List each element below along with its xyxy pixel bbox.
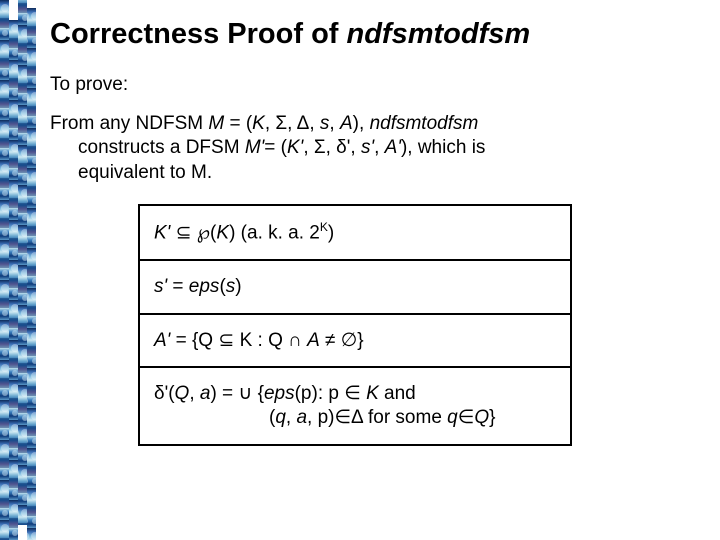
slide-title: Correctness Proof of ndfsmtodfsm [50, 18, 700, 51]
sym-s: s [226, 276, 236, 297]
sym-Mp: M' [245, 137, 264, 158]
txt: From any NDFSM [50, 113, 208, 134]
sym-A: A [340, 113, 353, 134]
sym-Q: Q [175, 383, 190, 404]
txt: = [167, 276, 189, 297]
sym-Kp: K' [287, 137, 303, 158]
sym-Kp: K' [154, 222, 170, 243]
txt: ≠ ∅} [320, 330, 364, 351]
txt: and [379, 383, 416, 404]
sym-q: q [447, 407, 458, 428]
sym-a: a [296, 407, 307, 428]
txt: , [286, 407, 297, 428]
def-A-prime: A' = {Q ⊆ K : Q ∩ A ≠ ∅} [140, 313, 570, 367]
txt: = {Q ⊆ K : Q ∩ [170, 330, 307, 351]
def-delta-prime: δ'(Q, a) = ∪ {eps(p): p ∈ K and (q, a, p… [140, 366, 570, 444]
fn-eps: eps [189, 276, 220, 297]
sidebar-pattern [0, 0, 36, 540]
txt: δ'( [154, 383, 175, 404]
txt: ), which is [401, 137, 485, 158]
txt: ) [328, 222, 334, 243]
txt: ), [353, 113, 370, 134]
sym-Ap: A' [154, 330, 170, 351]
sym-sp: s' [154, 276, 167, 297]
sym-Ap: A' [385, 137, 401, 158]
txt: , [374, 137, 385, 158]
txt: , Σ, δ', [303, 137, 361, 158]
txt: } [489, 407, 495, 428]
txt: ) = ∪ { [210, 383, 264, 404]
txt: = ( [264, 137, 287, 158]
slide-content: Correctness Proof of ndfsmtodfsm To prov… [50, 18, 700, 446]
decorative-sidebar [0, 0, 36, 540]
indent: constructs a DFSM M'= (K', Σ, δ', s', A'… [78, 137, 485, 158]
fn-eps: eps [264, 383, 295, 404]
sym-K: K [216, 222, 229, 243]
txt: ⊆ ℘( [170, 222, 216, 243]
indent: equivalent to M. [78, 162, 212, 183]
def-K-prime: K' ⊆ ℘(K) (a. k. a. 2K) [140, 206, 570, 259]
sym-Q: Q [474, 407, 489, 428]
txt: constructs a DFSM [78, 137, 245, 158]
sym-K: K [252, 113, 265, 134]
sym-K: K [366, 383, 379, 404]
definitions-box: K' ⊆ ℘(K) (a. k. a. 2K) s' = eps(s) A' =… [138, 204, 572, 446]
txt: ∈ [458, 407, 475, 428]
txt: , Σ, Δ, [265, 113, 320, 134]
txt: = ( [224, 113, 252, 134]
fn-name: ndfsmtodfsm [370, 113, 479, 134]
theorem-statement: From any NDFSM M = (K, Σ, Δ, s, A), ndfs… [50, 112, 700, 186]
txt: , [189, 383, 200, 404]
txt: ) (a. k. a. 2 [229, 222, 320, 243]
sym-M: M [208, 113, 224, 134]
def-s-prime: s' = eps(s) [140, 259, 570, 313]
txt: , [329, 113, 340, 134]
sym-a: a [200, 383, 211, 404]
txt: , p)∈Δ for some [307, 407, 447, 428]
to-prove-line: To prove: [50, 73, 700, 98]
sym-s: s [320, 113, 330, 134]
txt: ) [235, 276, 241, 297]
sym-A: A [307, 330, 320, 351]
sym-sp: s' [361, 137, 374, 158]
sym-q: q [275, 407, 286, 428]
sup-K: K [320, 220, 328, 234]
txt: (p): p ∈ [295, 383, 366, 404]
title-text-pre: Correctness Proof of [50, 18, 347, 50]
slide: Correctness Proof of ndfsmtodfsm To prov… [0, 0, 720, 540]
hang: (q, a, p)∈Δ for some q∈Q} [154, 407, 495, 428]
title-fn-name: ndfsmtodfsm [347, 18, 531, 50]
